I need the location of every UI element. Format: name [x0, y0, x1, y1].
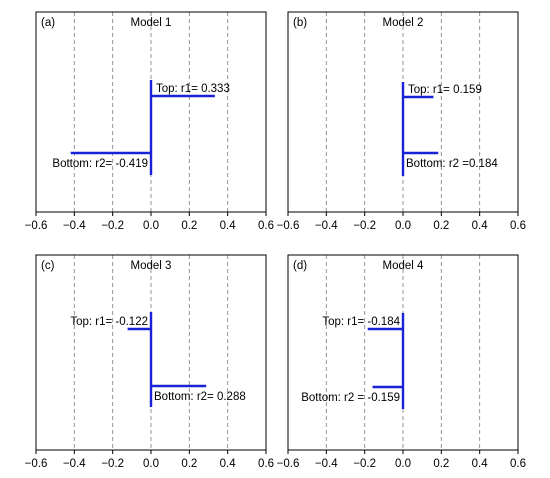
x-tick-label: 0.2 [181, 458, 197, 470]
x-tick-label: −0.6 [25, 458, 48, 470]
panel-label: (d) [293, 260, 307, 272]
x-tick-label: 0.6 [510, 458, 526, 470]
x-tick-label: −0.4 [315, 458, 338, 470]
panel-title: Model 2 [383, 17, 424, 29]
x-tick-label: 0.2 [181, 220, 197, 232]
x-tick-label: −0.2 [353, 458, 376, 470]
top-r1-label: Top: r1= 0.159 [408, 84, 482, 96]
x-tick-label: 0.6 [510, 220, 526, 232]
x-tick-label: 0.0 [143, 458, 159, 470]
x-tick-label: −0.2 [101, 220, 124, 232]
x-tick-label: 0.0 [395, 220, 411, 232]
x-tick-label: 0.4 [220, 458, 237, 470]
bottom-r2-label: Bottom: r2 =0.184 [406, 158, 498, 170]
x-tick-label: −0.6 [277, 220, 300, 232]
top-r1-label: Top: r1= 0.333 [156, 83, 230, 95]
bottom-r2-label: Bottom: r2= 0.288 [154, 391, 246, 403]
x-tick-label: −0.4 [63, 458, 86, 470]
panel-title: Model 3 [131, 260, 172, 272]
x-tick-label: −0.2 [353, 220, 376, 232]
panel-title: Model 1 [131, 17, 172, 29]
x-tick-label: 0.4 [472, 458, 489, 470]
panel-label: (a) [41, 17, 55, 29]
top-r1-label: Top: r1= -0.184 [322, 316, 400, 328]
x-tick-label: −0.4 [63, 220, 86, 232]
panel-label: (b) [293, 17, 307, 29]
panel-label: (c) [41, 260, 55, 272]
bottom-r2-label: Bottom: r2 = -0.159 [301, 392, 400, 404]
x-tick-label: 0.4 [472, 220, 489, 232]
panel-title: Model 4 [383, 260, 425, 272]
x-tick-label: 0.6 [258, 220, 274, 232]
x-tick-label: 0.2 [433, 220, 449, 232]
x-tick-label: −0.6 [277, 458, 300, 470]
x-tick-label: 0.4 [220, 220, 237, 232]
x-tick-label: 0.6 [258, 458, 274, 470]
x-tick-label: 0.0 [143, 220, 159, 232]
x-tick-label: −0.6 [25, 220, 48, 232]
x-tick-label: 0.0 [395, 458, 411, 470]
x-tick-label: 0.2 [433, 458, 449, 470]
x-tick-label: −0.2 [101, 458, 124, 470]
x-tick-label: −0.4 [315, 220, 338, 232]
top-r1-label: Top: r1= -0.122 [70, 316, 148, 328]
bottom-r2-label: Bottom: r2= -0.419 [52, 158, 148, 170]
